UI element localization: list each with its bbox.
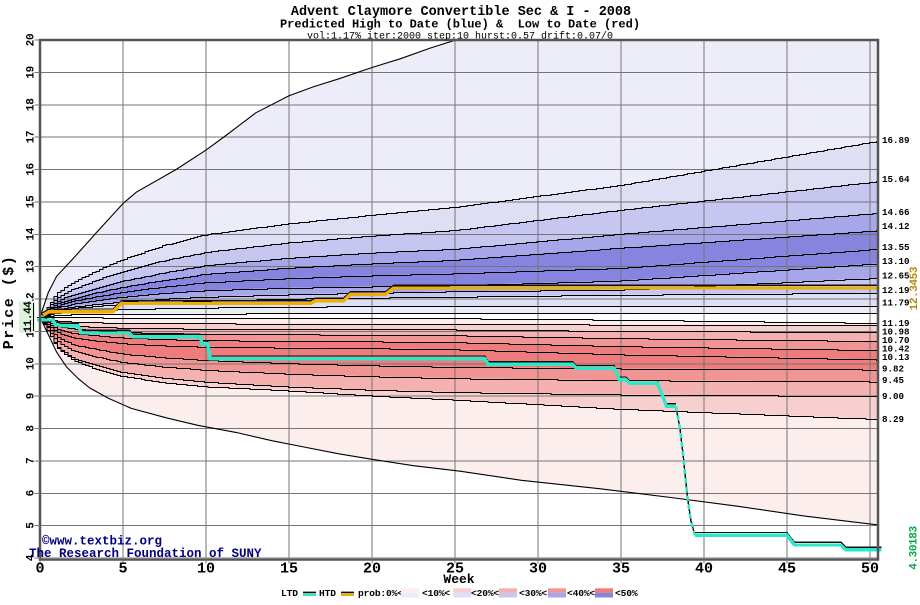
svg-text:12.65: 12.65 — [882, 271, 910, 282]
svg-text:LTD: LTD — [281, 588, 298, 599]
svg-text:12.3453: 12.3453 — [909, 266, 920, 310]
svg-text:vol:1.17% iter:2000 step:10 hu: vol:1.17% iter:2000 step:10 hurst:0.57 d… — [307, 31, 613, 43]
svg-text:Predicted High to Date (blue): Predicted High to Date (blue) & Low to D… — [280, 18, 640, 32]
svg-text:15: 15 — [26, 195, 38, 208]
svg-text:<40%<: <40%< — [567, 588, 595, 599]
svg-text:14.66: 14.66 — [882, 207, 910, 218]
svg-text:10: 10 — [26, 357, 38, 370]
svg-text:9.82: 9.82 — [882, 364, 904, 375]
svg-text:9: 9 — [26, 393, 38, 399]
svg-text:9.00: 9.00 — [882, 391, 904, 402]
svg-text:<50%: <50% — [615, 588, 638, 599]
svg-text:13.10: 13.10 — [882, 256, 910, 267]
svg-text:17: 17 — [26, 131, 38, 144]
svg-text:10.13: 10.13 — [882, 352, 910, 363]
svg-text:16.89: 16.89 — [882, 135, 910, 146]
svg-text:5: 5 — [26, 522, 38, 529]
svg-text:Week: Week — [443, 572, 474, 587]
svg-text:HTD: HTD — [319, 588, 336, 599]
svg-text:14.12: 14.12 — [882, 221, 910, 232]
svg-text:8: 8 — [26, 425, 38, 432]
svg-text:35: 35 — [612, 561, 630, 578]
svg-text:<30%<: <30%< — [519, 588, 547, 599]
svg-text:<10%<: <10%< — [422, 588, 450, 599]
svg-text:5: 5 — [118, 561, 127, 578]
svg-text:15: 15 — [280, 561, 298, 578]
svg-text:20: 20 — [363, 561, 381, 578]
svg-text:40: 40 — [695, 561, 713, 578]
svg-text:11.79: 11.79 — [882, 298, 910, 309]
svg-text:9.45: 9.45 — [882, 375, 905, 386]
svg-text:prob:0%<: prob:0%< — [358, 588, 403, 599]
svg-text:30: 30 — [529, 561, 547, 578]
svg-text:<20%<: <20%< — [471, 588, 499, 599]
svg-text:8.29: 8.29 — [882, 414, 904, 425]
svg-text:13.55: 13.55 — [882, 242, 910, 253]
svg-text:20: 20 — [26, 34, 38, 47]
svg-text:Price ($): Price ($) — [1, 255, 18, 350]
svg-text:14: 14 — [26, 227, 38, 240]
svg-text:7: 7 — [26, 458, 38, 464]
svg-text:16: 16 — [26, 163, 38, 176]
svg-text:4.30183: 4.30183 — [909, 526, 920, 570]
svg-text:45: 45 — [778, 561, 796, 578]
svg-text:18: 18 — [26, 98, 38, 111]
svg-text:13: 13 — [26, 260, 38, 273]
svg-text:The Research Foundation of SUN: The Research Foundation of SUNY — [29, 547, 262, 561]
svg-text:10: 10 — [197, 561, 215, 578]
svg-text:0: 0 — [35, 561, 44, 578]
svg-text:50: 50 — [861, 561, 879, 578]
svg-text:6: 6 — [26, 490, 38, 496]
svg-text:15.64: 15.64 — [882, 174, 910, 185]
svg-text:19: 19 — [26, 66, 38, 79]
svg-text:12.19: 12.19 — [882, 285, 910, 296]
